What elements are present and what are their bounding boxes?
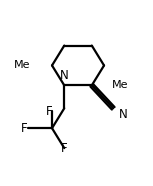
Text: N: N xyxy=(119,108,128,121)
Text: Me: Me xyxy=(112,80,128,90)
Text: F: F xyxy=(21,122,28,135)
Text: F: F xyxy=(61,142,68,155)
Text: F: F xyxy=(45,105,52,118)
Text: N: N xyxy=(60,69,69,82)
Text: Me: Me xyxy=(14,60,31,70)
